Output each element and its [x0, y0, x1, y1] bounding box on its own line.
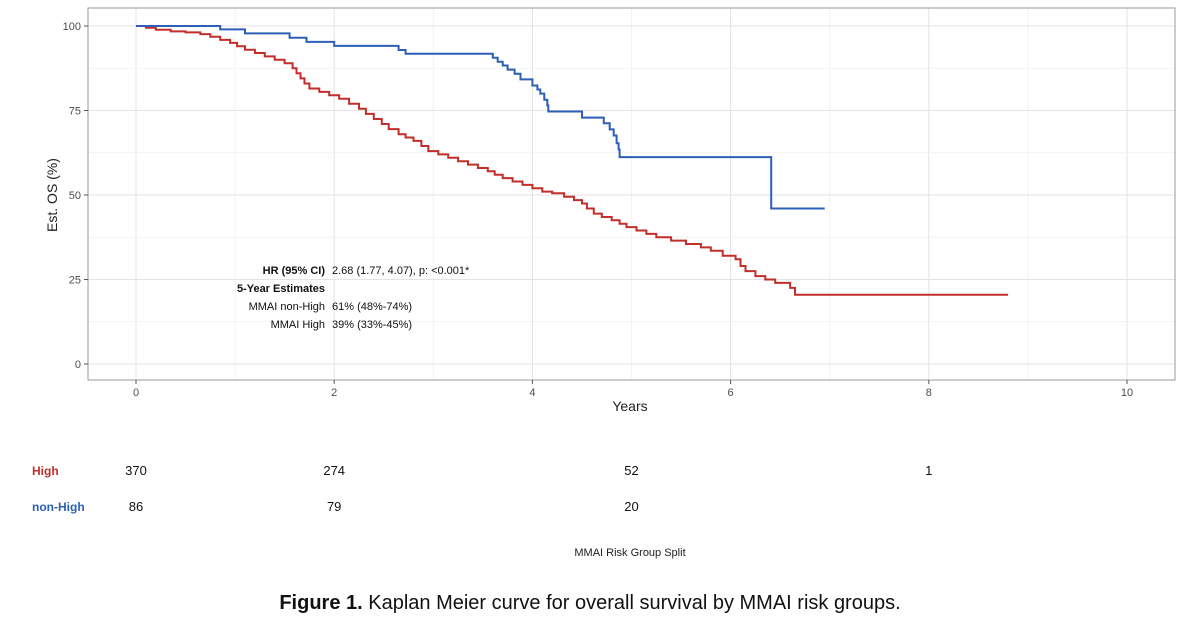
x-tick-label: 6	[728, 387, 734, 399]
figure-caption: Figure 1. Kaplan Meier curve for overall…	[0, 592, 1180, 615]
series-line-high	[136, 25, 1009, 296]
x-tick-label: 10	[1121, 387, 1133, 399]
x-tick-label: 2	[331, 387, 337, 399]
x-tick-label: 4	[529, 387, 535, 399]
annotation-value: 61% (48%-74%)	[332, 301, 412, 313]
y-tick-label: 25	[69, 275, 81, 287]
annotation-value: 39% (33%-45%)	[332, 319, 412, 331]
y-tick-label: 100	[63, 21, 81, 33]
y-tick-label: 0	[75, 359, 81, 371]
risk-count: 1	[925, 463, 932, 478]
x-axis-label: Years	[612, 398, 647, 414]
hr-annotation: HR (95% CI) 2.68 (1.77, 4.07), p: <0.001*…	[237, 265, 470, 331]
risk-count: 274	[323, 463, 345, 478]
caption-prefix: Figure 1.	[279, 592, 363, 614]
caption-text: Kaplan Meier curve for overall survival …	[362, 592, 901, 614]
y-axis-label: Est. OS (%)	[44, 158, 60, 232]
risk-table: High 370 274 52 1 non-High 86 79 20	[32, 463, 932, 514]
x-tick-label: 8	[926, 387, 932, 399]
risk-count: 52	[624, 463, 638, 478]
y-axis-ticks: 0 25 50 75 100	[63, 21, 88, 371]
risk-table-title: MMAI Risk Group Split	[574, 547, 685, 559]
annotation-label: MMAI High	[271, 319, 325, 331]
series-line-non-high	[136, 25, 825, 210]
grid	[88, 8, 1175, 380]
kaplan-meier-chart: 0 2 4 6 8 10 0 25 50 75 100 Years Est. OS (%) HR …	[32, 7, 1176, 559]
y-tick-label: 50	[69, 190, 81, 202]
series-lines	[136, 25, 1009, 296]
risk-count: 79	[327, 499, 341, 514]
plot-panel-border	[87, 7, 1176, 381]
x-tick-label: 0	[133, 387, 139, 399]
annotation-label: HR (95% CI)	[263, 265, 326, 277]
risk-row-label: non-High	[32, 500, 85, 514]
y-tick-label: 75	[69, 106, 81, 118]
annotation-label: MMAI non-High	[249, 301, 325, 313]
annotation-label: 5-Year Estimates	[237, 283, 325, 295]
risk-row-label: High	[32, 464, 59, 478]
annotation-value: 2.68 (1.77, 4.07), p: <0.001*	[332, 265, 470, 277]
risk-count: 370	[125, 463, 147, 478]
x-axis-ticks: 0 2 4 6 8 10	[133, 380, 1133, 399]
risk-count: 86	[129, 499, 143, 514]
risk-count: 20	[624, 499, 638, 514]
